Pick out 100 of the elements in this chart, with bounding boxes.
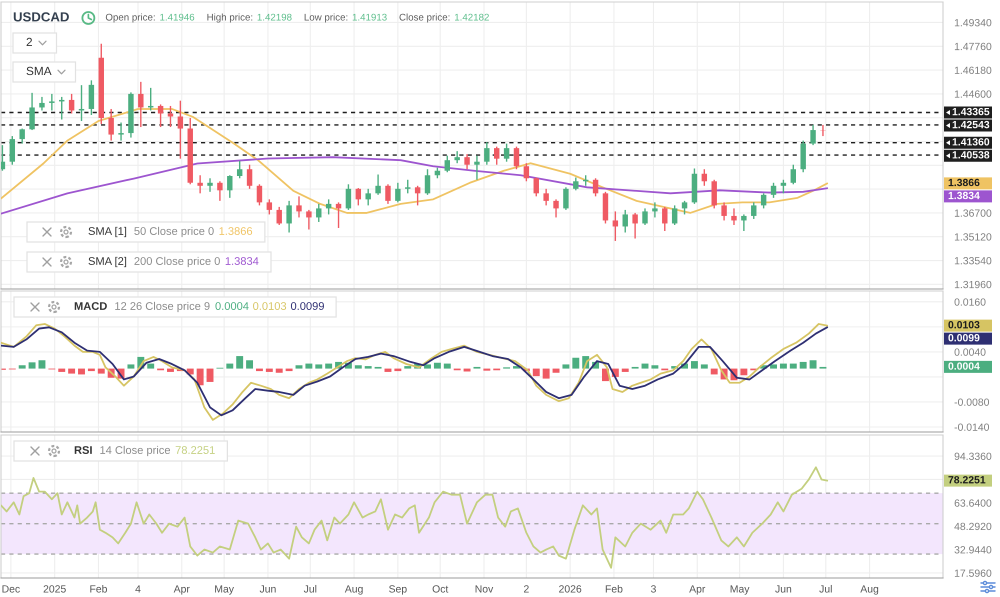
- candlestick: [266, 198, 272, 216]
- y-tick-label: 48.2920: [954, 522, 992, 530]
- y-tick-label: 1.46180: [954, 66, 992, 74]
- candlestick: [306, 209, 312, 230]
- bar: [315, 364, 322, 369]
- annotation: High price:: [207, 13, 252, 23]
- candlestick: [296, 196, 302, 218]
- bar: [642, 364, 648, 369]
- text: 1.3834: [948, 192, 980, 200]
- ref-line-label: 1.43365: [952, 108, 990, 116]
- annotation: 200 Close price 0: [134, 256, 220, 268]
- bar: [394, 368, 402, 372]
- text: 1.3866: [948, 178, 980, 186]
- x-tick-label: Jul: [819, 584, 832, 593]
- candlestick: [1, 144, 6, 172]
- bar: [147, 364, 154, 369]
- bar: [28, 362, 36, 369]
- x-tick-label: Aug: [860, 585, 878, 595]
- x-tick-label: 3: [650, 585, 656, 593]
- y-tick-label: 1.44600: [954, 90, 992, 98]
- candlestick: [672, 204, 678, 226]
- candlestick: [790, 164, 796, 185]
- bar: [206, 368, 214, 382]
- x-tick-label: Feb: [606, 584, 622, 593]
- annotation: 50 Close price 0: [134, 226, 214, 238]
- y-tick-label: -0.0140: [954, 423, 990, 431]
- bar: [196, 368, 204, 386]
- candlestick: [563, 186, 569, 211]
- annotation: 0.0004: [215, 302, 249, 310]
- bar: [710, 368, 718, 374]
- candlestick: [49, 93, 55, 112]
- candlestick: [444, 154, 450, 173]
- candlestick: [721, 202, 727, 222]
- annotation: SMA [1]: [88, 226, 126, 238]
- bar: [236, 356, 244, 369]
- annotation: 1.42182: [454, 14, 489, 21]
- candlestick: [395, 182, 401, 204]
- line-series: [1, 108, 828, 214]
- candlestick: [217, 180, 223, 202]
- candlestick: [227, 174, 233, 199]
- candlestick: [326, 198, 332, 216]
- bar: [800, 362, 807, 369]
- candlestick: [19, 128, 25, 144]
- x-tick-label: May: [215, 585, 234, 595]
- y-tick-label: 1.49340: [954, 18, 992, 26]
- text: 78.2251: [948, 476, 986, 484]
- candlestick: [385, 184, 391, 205]
- bar: [810, 360, 817, 369]
- x-tick-label: Jun: [260, 585, 276, 593]
- bar: [246, 360, 254, 369]
- candlestick: [810, 124, 816, 146]
- candlestick: [316, 203, 322, 223]
- y-tick-label: 0.0160: [954, 298, 986, 306]
- bar: [424, 364, 431, 369]
- candlestick: [346, 184, 352, 211]
- candlestick: [256, 184, 262, 206]
- bar: [325, 364, 332, 369]
- candlestick: [68, 93, 74, 114]
- annotation: 0.0099: [290, 302, 324, 310]
- candlestick: [336, 202, 342, 229]
- bar: [434, 362, 441, 369]
- bar: [444, 364, 451, 369]
- candlestick: [573, 176, 579, 192]
- ref-line-label: 1.40538: [952, 151, 990, 159]
- x-tick-label: Feb: [90, 584, 107, 593]
- candlestick: [148, 87, 154, 112]
- y-tick-label: 63.6400: [954, 499, 992, 507]
- candlestick: [464, 153, 470, 170]
- candlestick: [197, 174, 203, 194]
- x-tick-label: Sep: [389, 585, 407, 595]
- candlestick: [751, 202, 756, 220]
- x-tick-label: Nov: [476, 585, 494, 593]
- y-tick-label: 17.5960: [954, 569, 992, 577]
- candlestick: [642, 208, 648, 226]
- candlestick: [10, 135, 16, 166]
- candlestick: [553, 198, 559, 218]
- bar: [622, 368, 629, 372]
- x-tick-label: May: [730, 585, 750, 595]
- candlestick: [731, 208, 737, 226]
- candlestick: [484, 141, 490, 166]
- x-tick-label: Aug: [344, 585, 363, 595]
- annotation: 2: [26, 38, 32, 46]
- candlestick: [780, 179, 786, 194]
- x-tick-label: Jul: [304, 584, 316, 593]
- candlestick: [612, 210, 618, 242]
- candlestick: [662, 206, 668, 232]
- x-tick-label: 2026: [559, 585, 582, 593]
- bar: [542, 368, 550, 379]
- candlestick: [375, 174, 381, 196]
- candlestick: [770, 182, 776, 199]
- ref-line-label: 1.41360: [952, 138, 990, 146]
- bar: [464, 368, 471, 372]
- candlestick: [246, 164, 252, 190]
- candlestick: [158, 104, 164, 128]
- candlestick: [652, 202, 658, 218]
- bar: [651, 365, 658, 369]
- candlestick: [118, 122, 124, 142]
- candlestick: [682, 200, 688, 216]
- candlestick: [434, 167, 440, 179]
- annotation: 12 26 Close price 9: [115, 302, 210, 312]
